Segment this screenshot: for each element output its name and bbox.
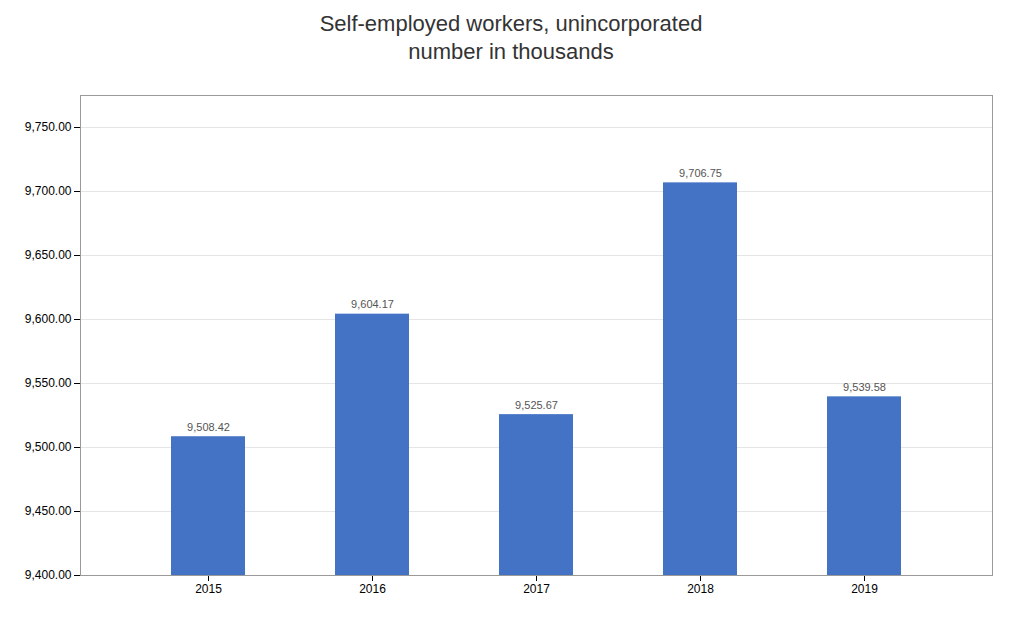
svg-text:9,600.00: 9,600.00 xyxy=(25,312,72,326)
svg-text:9,706.75: 9,706.75 xyxy=(679,167,722,179)
svg-text:2016: 2016 xyxy=(359,582,386,596)
html-text:Self-employed workers, unincor: Self-employed workers, unincorporated nu… xyxy=(319,11,703,64)
svg-text:2017: 2017 xyxy=(523,582,550,596)
svg-text:9,650.00: 9,650.00 xyxy=(25,248,72,262)
svg-text:9,525.67: 9,525.67 xyxy=(515,399,558,411)
svg-text:2015: 2015 xyxy=(195,582,222,596)
svg-text:9,500.00: 9,500.00 xyxy=(25,440,72,454)
svg-text:9,400.00: 9,400.00 xyxy=(25,568,72,582)
svg-text:9,539.58: 9,539.58 xyxy=(843,381,886,393)
svg-text:2019: 2019 xyxy=(851,582,878,596)
svg-text:9,550.00: 9,550.00 xyxy=(25,376,72,390)
svg-text:9,604.17: 9,604.17 xyxy=(351,298,394,310)
svg-text:9,700.00: 9,700.00 xyxy=(25,184,72,198)
svg-text:2018: 2018 xyxy=(687,582,714,596)
svg-text:9,750.00: 9,750.00 xyxy=(25,120,72,134)
svg-text:9,450.00: 9,450.00 xyxy=(25,504,72,518)
svg-text:9,508.42: 9,508.42 xyxy=(187,421,230,433)
